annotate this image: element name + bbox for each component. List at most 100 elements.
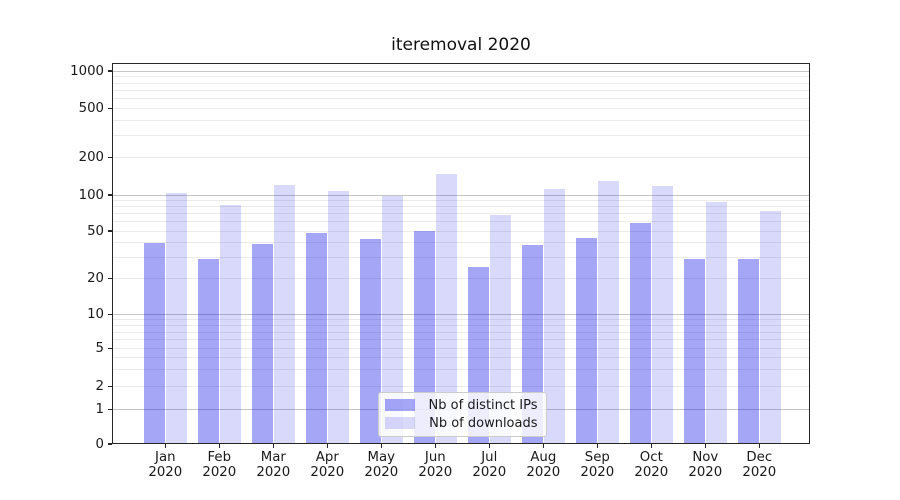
y-tick-mark	[107, 70, 112, 72]
y-tick-mark	[107, 408, 112, 411]
y-tick-label: 2	[95, 378, 104, 394]
gridline-minor	[112, 325, 810, 327]
gridline-minor	[112, 206, 810, 208]
gridline-minor	[112, 348, 810, 350]
gridline-minor	[112, 339, 810, 341]
y-tick-mark	[107, 278, 112, 280]
x-tick-month: Jan	[155, 449, 176, 465]
spine-right	[809, 62, 810, 444]
y-tick-mark	[107, 385, 112, 387]
bar-nb-of-downloads-apr	[328, 190, 349, 444]
bar-nb-of-downloads-feb	[220, 204, 241, 444]
gridline-minor	[112, 89, 810, 91]
chart-title: iteremoval 2020	[391, 35, 531, 55]
x-tick-label-oct: Oct 2020	[623, 450, 679, 481]
x-tick-mark	[272, 444, 274, 448]
y-tick-label: 500	[78, 100, 104, 116]
y-tick-mark	[107, 230, 112, 232]
bar-nb-of-downloads-jan	[166, 192, 187, 444]
x-tick-label-apr: Apr 2020	[299, 450, 355, 481]
x-tick-label-jun: Jun 2020	[407, 450, 463, 481]
x-tick-month: Jun	[424, 449, 446, 465]
x-tick-year: 2020	[688, 465, 723, 480]
bar-nb-of-downloads-nov	[706, 201, 727, 444]
y-tick-label: 10	[87, 307, 104, 323]
gridline-minor	[112, 331, 810, 333]
x-tick-month: Apr	[315, 449, 339, 465]
bar-nb-of-downloads-jul	[490, 215, 511, 444]
x-tick-year: 2020	[202, 465, 237, 480]
x-tick-label-may: May 2020	[353, 450, 409, 481]
x-tick-year: 2020	[580, 465, 615, 480]
x-tick-month: Sep	[584, 449, 610, 465]
bar-nb-of-distinct-ips-dec	[737, 259, 759, 444]
x-tick-label-dec: Dec 2020	[731, 450, 787, 481]
legend-entry-distinct-ips: Nb of distinct IPs	[384, 397, 538, 413]
bar-nb-of-downloads-sep	[598, 180, 619, 444]
bar-nb-of-distinct-ips-apr	[305, 233, 327, 444]
y-tick-label: 0	[95, 436, 104, 452]
gridline-minor	[112, 119, 810, 121]
gridline-minor	[112, 98, 810, 99]
x-tick-year: 2020	[472, 465, 507, 480]
bar-nb-of-distinct-ips-nov	[683, 259, 705, 444]
gridline-minor	[112, 278, 810, 280]
x-tick-label-mar: Mar 2020	[245, 450, 301, 481]
y-tick-mark	[107, 194, 112, 196]
bar-nb-of-distinct-ips-jan	[143, 242, 165, 444]
legend-label-distinct-ips: Nb of distinct IPs	[428, 397, 538, 413]
gridline-minor	[112, 369, 810, 371]
x-tick-month: Oct	[639, 449, 663, 465]
y-tick-mark	[107, 348, 112, 350]
y-tick-label: 200	[78, 150, 104, 166]
x-tick-label-nov: Nov 2020	[677, 450, 733, 481]
y-tick-label: 50	[87, 223, 104, 239]
gridline-minor	[112, 221, 810, 223]
x-tick-year: 2020	[256, 465, 291, 480]
x-tick-month: Nov	[692, 449, 719, 465]
x-tick-mark	[434, 444, 436, 448]
gridline-minor	[112, 357, 810, 359]
gridline-major	[112, 70, 810, 72]
x-tick-label-sep: Sep 2020	[569, 450, 625, 481]
gridline-minor	[112, 213, 810, 215]
x-tick-month: Jul	[481, 449, 498, 465]
gridline-minor	[112, 230, 810, 232]
bar-nb-of-distinct-ips-feb	[197, 259, 219, 444]
x-tick-month: Aug	[530, 449, 557, 465]
bar-nb-of-distinct-ips-sep	[575, 237, 597, 444]
x-tick-year: 2020	[742, 465, 777, 480]
y-tick-label: 20	[87, 271, 104, 287]
gridline-minor	[112, 319, 810, 321]
x-tick-month: Mar	[260, 449, 286, 465]
bar-nb-of-downloads-may	[382, 196, 403, 444]
x-tick-mark	[758, 444, 760, 448]
y-tick-mark	[107, 443, 112, 445]
gridline-minor	[112, 82, 810, 84]
legend-label-downloads: Nb of downloads	[429, 415, 538, 431]
legend-swatch-distinct-ips	[384, 399, 415, 411]
bar-nb-of-downloads-oct	[652, 185, 673, 444]
x-tick-year: 2020	[148, 465, 183, 480]
y-tick-mark	[107, 157, 112, 159]
x-tick-year: 2020	[526, 465, 561, 480]
x-tick-month: Feb	[207, 449, 232, 465]
spine-top	[112, 62, 810, 64]
y-tick-mark	[107, 107, 112, 109]
bar-nb-of-distinct-ips-jun	[413, 231, 435, 444]
y-tick-label: 100	[78, 187, 104, 203]
x-tick-mark	[326, 444, 328, 448]
gridline-minor	[112, 199, 810, 201]
gridline-major	[112, 314, 810, 316]
x-tick-month: May	[367, 449, 396, 465]
gridline-minor	[112, 157, 810, 159]
x-tick-year: 2020	[364, 465, 399, 480]
gridline-minor	[112, 385, 810, 387]
gridline-major	[112, 194, 810, 196]
x-tick-label-jan: Jan 2020	[137, 450, 193, 481]
spine-bottom	[112, 443, 810, 444]
x-tick-label-feb: Feb 2020	[191, 450, 247, 481]
x-tick-month: Dec	[746, 449, 773, 465]
legend-swatch-downloads	[384, 417, 415, 429]
